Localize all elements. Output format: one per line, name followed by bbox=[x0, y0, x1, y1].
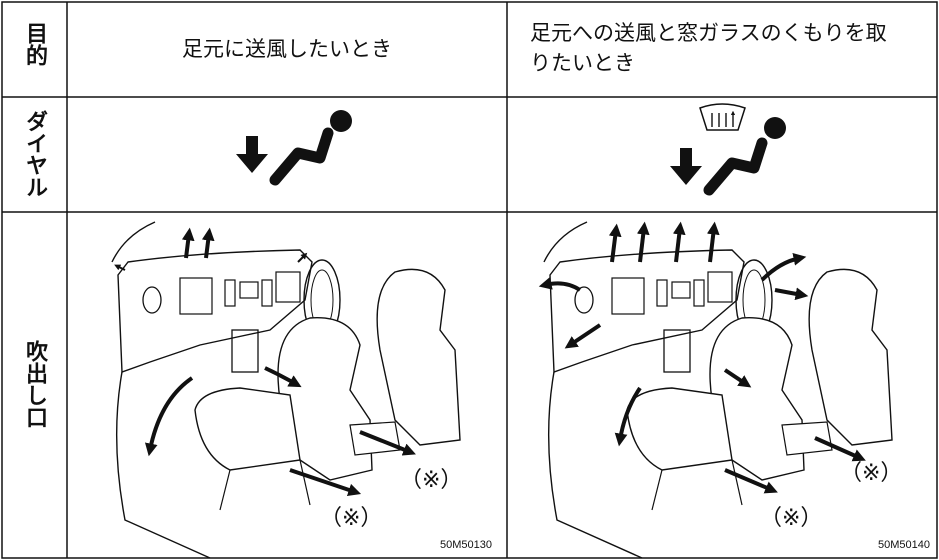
illustration-part bbox=[724, 468, 778, 494]
figure-code: 50M50130 bbox=[440, 539, 492, 551]
illustration-part bbox=[672, 221, 686, 263]
purpose-text: 足元への送風と窓ガラスのくもりを取りたいとき bbox=[530, 21, 887, 75]
illustration-part bbox=[111, 221, 461, 559]
illustration-part bbox=[564, 323, 602, 349]
purpose-text: 足元に送風したいとき bbox=[182, 37, 392, 61]
illustration-part bbox=[201, 227, 215, 259]
note-label: （※） bbox=[400, 468, 463, 493]
illustration-part bbox=[608, 223, 622, 263]
illustration-part bbox=[114, 264, 126, 271]
illustration-part bbox=[236, 136, 268, 173]
illustration-part bbox=[330, 110, 352, 132]
illustration-part bbox=[264, 366, 302, 388]
illustration-part bbox=[774, 287, 809, 301]
illustration-part bbox=[538, 277, 582, 292]
illustration-part bbox=[670, 103, 786, 196]
illustration-part bbox=[703, 137, 768, 196]
row-header: ダイヤル bbox=[22, 110, 47, 198]
note-label: （※） bbox=[760, 506, 823, 531]
figure-code: 50M50140 bbox=[878, 539, 930, 551]
row-header: 吹出し口 bbox=[22, 340, 47, 428]
illustration-part bbox=[144, 376, 194, 457]
row-header: 目的 bbox=[22, 22, 47, 66]
illustration-part bbox=[670, 148, 702, 185]
illustration-part bbox=[543, 221, 893, 559]
illustration-part bbox=[764, 117, 786, 139]
illustration-part bbox=[359, 430, 416, 456]
illustration-part bbox=[614, 386, 642, 447]
illustration-part bbox=[723, 368, 752, 388]
illustration-part bbox=[289, 468, 362, 497]
illustration-part bbox=[760, 252, 807, 282]
illustration-part bbox=[699, 103, 746, 131]
note-label: （※） bbox=[840, 461, 903, 486]
illustration-part bbox=[814, 436, 866, 462]
note-label: （※） bbox=[320, 506, 383, 531]
illustration-part bbox=[114, 221, 866, 497]
illustration-part bbox=[181, 227, 195, 259]
illustration-part bbox=[711, 113, 733, 127]
illustration-part bbox=[706, 221, 720, 263]
illustration-part bbox=[297, 252, 308, 263]
illustration-part bbox=[636, 221, 650, 263]
illustration-part bbox=[236, 110, 352, 186]
illustration-part bbox=[269, 127, 334, 186]
